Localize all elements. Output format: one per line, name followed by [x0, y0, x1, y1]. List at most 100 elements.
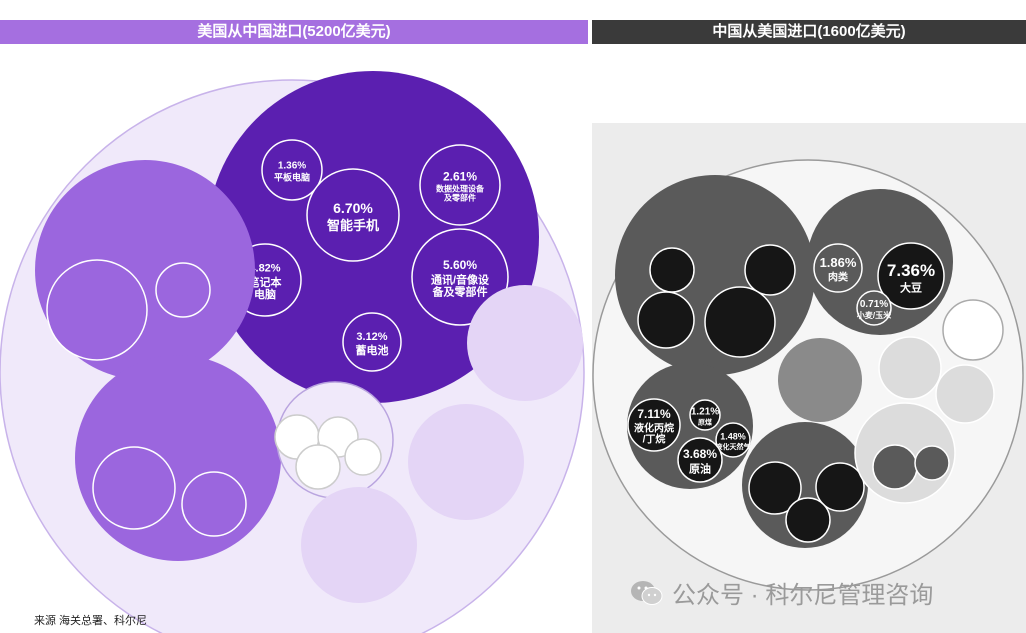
- undefined-value: 8.47%: [73, 0, 121, 4]
- undefined-value: 14.12%: [668, 0, 713, 3]
- undefined-value: 5.76%: [501, 0, 549, 4]
- bubble-笔记本电脑-label: 电脑: [254, 287, 276, 301]
- bubble-游戏/运动用品: [181, 471, 247, 537]
- bubble-平板电脑-value: 1.36%: [278, 161, 306, 172]
- bubble-电动助力车: [295, 444, 341, 490]
- bubble-大豆-label: 大豆: [900, 281, 922, 295]
- bubble-大豆-value: 7.36%: [887, 261, 935, 280]
- bubble-发动机及零部件: [637, 291, 695, 349]
- bubble-鞋服: [46, 259, 148, 361]
- bubble-通讯/音像设备及零部件: [411, 228, 509, 326]
- bubble-原煤-value: 1.21%: [691, 407, 719, 418]
- undefined-value: 7.82%: [796, 0, 844, 4]
- bubble-化学品及化工品: [742, 422, 868, 548]
- undefined-value: 5.34%: [894, 0, 925, 3]
- undefined-value: 4.57%: [650, 0, 681, 3]
- bubble-液化天然气-label: 液化天然气: [716, 442, 751, 451]
- right-header: 中国从美国进口(1600亿美元): [592, 20, 1026, 44]
- undefined-value: 2.74%: [754, 0, 785, 3]
- undefined-value: 4.35%: [949, 0, 980, 3]
- undefined-value: 12.62%: [783, 0, 828, 3]
- bubble-蓄电池-value: 3.12%: [356, 331, 387, 343]
- watermark: 公众号 · 科尔尼管理咨询: [630, 575, 933, 610]
- undefined-value: 5.06%: [335, 0, 383, 4]
- bubble-蓄电池: [342, 312, 402, 372]
- undefined-value: 12.31%: [146, 0, 211, 5]
- bubble-原油-value: 3.68%: [683, 447, 717, 461]
- undefined-value: 3.84%: [761, 0, 789, 3]
- undefined-value: 4.82%: [315, 0, 355, 3]
- bubble-塑料/橡胶及制品: [878, 336, 942, 400]
- bubble-小麦/玉米: [856, 290, 892, 326]
- undefined-value: 3.11%: [201, 0, 226, 2]
- bubble-液化丙烷/丁烷-label: 液化丙烷: [634, 421, 674, 434]
- bubble-化学药品: [815, 462, 865, 512]
- bubble-肉类: [813, 243, 863, 293]
- bubble-小麦/玉米-label: 小麦/玉米: [856, 310, 892, 320]
- bubble-原煤-label: 原煤: [698, 417, 713, 426]
- bubble-无人机: [344, 438, 382, 476]
- bubble-原油: [677, 437, 723, 483]
- bubble-越野车/轿车/客车: [872, 444, 918, 490]
- bubble-有机/无机化学品: [748, 461, 802, 515]
- bubble-液化丙烷/丁烷-value: 7.11%: [637, 407, 671, 421]
- undefined-value: 12.55%: [96, 0, 161, 5]
- bubble-原煤: [689, 399, 721, 431]
- bubble-液化天然气-value: 1.48%: [720, 431, 746, 441]
- bubble-塑料/橡胶及其制品: [301, 487, 417, 603]
- bubble-通讯/音像设备及零部件-label: 备及零部件: [432, 284, 488, 298]
- bubble-假发: [155, 262, 211, 318]
- bubble-通讯/音像设备及零部件-value: 5.60%: [443, 258, 477, 272]
- bubble-金属及其制品: [467, 285, 583, 401]
- bubble-平板电脑: [261, 139, 323, 201]
- undefined-value: 3.18%: [919, 0, 945, 2]
- bubble-蓄电池-label: 蓄电池: [356, 343, 389, 357]
- bubble-笔记本电脑-value: 4.82%: [249, 262, 280, 274]
- bubble-肉类-label: 肉类: [828, 271, 848, 284]
- undefined-value: 4.14%: [120, 0, 148, 3]
- bubble-平板电脑-label: 平板电脑: [274, 171, 310, 182]
- wechat-icon: [630, 579, 664, 607]
- bubble-半导体制造设备: [744, 244, 796, 296]
- bubble-原油-label: 原油: [689, 462, 711, 476]
- bubble-液化丙烷/丁烷: [627, 398, 681, 452]
- bubble-智能手机-label: 智能手机: [327, 218, 379, 233]
- bubble-通讯/音像设备及零部件-label: 通讯/音像设: [431, 272, 490, 286]
- bubble-小麦/玉米-value: 0.71%: [860, 299, 888, 310]
- undefined-value: 16.33%: [855, 0, 906, 4]
- bubble-飞机: [914, 445, 950, 481]
- bubble-精密仪器: [778, 338, 862, 422]
- undefined-value: 4.44%: [882, 0, 908, 2]
- bubble-阀门轴承: [649, 247, 695, 293]
- undefined-value: 7.21%: [722, 0, 759, 3]
- bubble-金属及制品: [935, 364, 995, 424]
- bubble-数据处理设备及零部件-value: 2.61%: [443, 169, 477, 183]
- left-header: 美国从中国进口(5200亿美元): [0, 20, 588, 44]
- bubble-木材/木浆: [942, 299, 1004, 361]
- source-note: 来源 海关总署、科尔尼: [34, 615, 148, 627]
- bubble-智能手机-value: 6.70%: [333, 200, 373, 216]
- undefined-value: 9.33%: [889, 0, 920, 3]
- bubble-肉类-value: 1.86%: [820, 255, 857, 270]
- bubble-集成电路/芯片: [704, 286, 776, 358]
- watermark-text: 公众号 · 科尔尼管理咨询: [672, 582, 934, 609]
- undefined-value: 23.17%: [686, 0, 744, 4]
- undefined-value: 1.26%: [656, 0, 687, 3]
- bubble-数据处理设备及零部件-label: 及零部件: [444, 192, 476, 202]
- bubble-数据处理设备及零部件: [419, 144, 501, 226]
- undefined-value: 1.22%: [794, 0, 822, 3]
- bubble-化妆品/洗护品: [785, 497, 831, 543]
- bubble-大豆: [877, 242, 945, 310]
- bubble-液化丙烷/丁烷-label: /丁烷: [643, 432, 666, 445]
- bubble-笔记本电脑-label: 笔记本: [249, 275, 282, 289]
- bubble-数据处理设备及零部件-label: 数据处理设备: [436, 184, 485, 194]
- bubble-智能手机: [306, 168, 400, 262]
- bubble-个人电商/低值简易通关商品: [408, 404, 524, 520]
- undefined-value: 1.71%: [956, 0, 990, 3]
- undefined-value: 3.44%: [826, 0, 854, 3]
- bubble-坐具/家具: [92, 446, 176, 530]
- bubble-液化天然气: [715, 422, 751, 458]
- undefined-value: 41.45%: [328, 0, 396, 5]
- undefined-value: 4.37%: [442, 0, 490, 4]
